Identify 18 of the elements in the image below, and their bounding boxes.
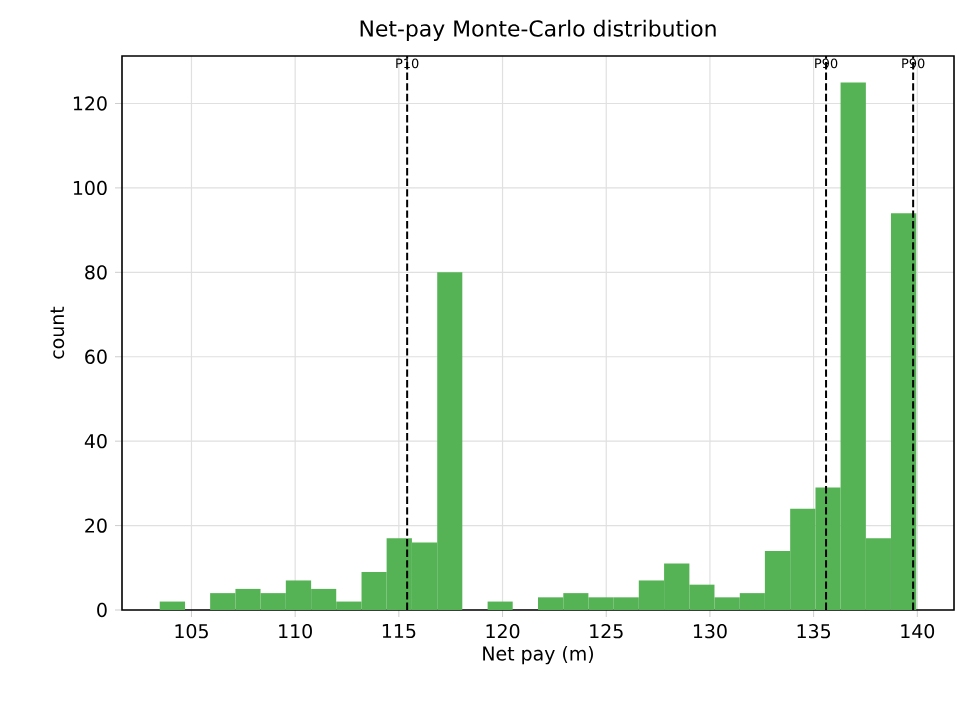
y-tick-label: 20 xyxy=(85,518,107,533)
y-tick-label: 80 xyxy=(85,265,107,280)
y-tick-label: 0 xyxy=(97,602,107,618)
x-tick-label: 125 xyxy=(590,624,623,639)
x-tick-label: 140 xyxy=(901,624,935,639)
x-tick-label: 105 xyxy=(175,624,208,639)
y-tick-label: 40 xyxy=(84,433,107,449)
x-tick-label: 110 xyxy=(279,624,312,639)
x-tick-label: 135 xyxy=(797,624,831,639)
y-tick-label: 60 xyxy=(85,349,107,364)
x-tick-label: 130 xyxy=(693,624,727,639)
y-tick-label: 100 xyxy=(73,180,107,196)
chart-title: Net-pay Monte-Carlo distribution xyxy=(360,19,716,41)
y-axis-title: count xyxy=(50,306,65,359)
x-axis-title: Net pay (m) xyxy=(483,646,593,665)
y-tick-label: 120 xyxy=(73,96,107,111)
x-tick-label: 115 xyxy=(382,624,416,639)
x-tick-label: 120 xyxy=(486,624,520,639)
